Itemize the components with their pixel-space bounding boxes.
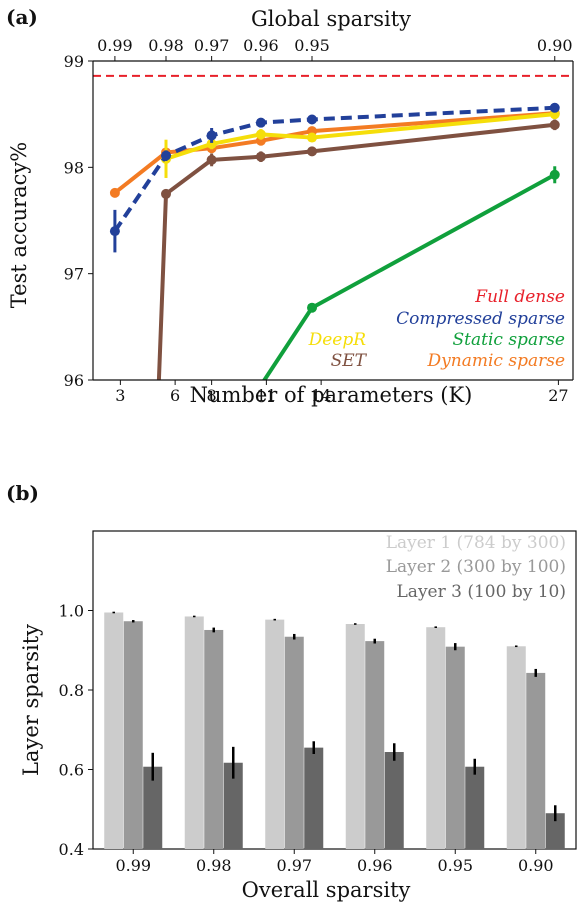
x-tick-label: 27: [548, 386, 568, 405]
compressed-sparse-point: [161, 150, 172, 161]
set-line: [156, 122, 555, 380]
deepr-point: [307, 132, 318, 143]
x-tick-label: 14: [311, 386, 331, 405]
legend-layer-3: Layer 3 (100 by 10): [397, 582, 566, 602]
compressed-sparse-point: [307, 114, 318, 125]
panel-b-plot: 0.4 0.6 0.8 1.0 0.99 0.98 0.97 0.96 0.95 0.90: [59, 530, 577, 875]
x-tick-label: 11: [256, 386, 276, 405]
top-tick-label: 0.96: [243, 36, 279, 55]
compressed-sparse-point: [206, 130, 217, 141]
deepr-line: [165, 112, 555, 161]
y-tick-label: 97: [64, 265, 84, 284]
y-tick-label: 1.0: [59, 602, 84, 621]
compressed-sparse-line: [113, 105, 555, 233]
layer-1-bar: [426, 627, 446, 849]
compressed-sparse-point: [255, 117, 266, 128]
top-tick-label: 0.98: [148, 36, 184, 55]
panel-b-y-axis-title: Layer sparsity: [19, 624, 43, 776]
set-point: [549, 119, 560, 130]
legend-compressed-sparse: Compressed sparse: [396, 309, 565, 329]
legend-deepr: DeepR: [308, 330, 367, 350]
legend-layer-2: Layer 2 (300 by 100): [386, 557, 566, 577]
deepr-point: [255, 129, 266, 140]
layer-3-bar: [465, 766, 485, 849]
layer-3-bar: [143, 766, 163, 849]
panel-a-label: (a): [6, 5, 38, 29]
panel-b-x-axis-title: Overall sparsity: [242, 878, 411, 902]
panel-a-legend: Full dense Compressed sparse DeepR Stati…: [308, 287, 565, 371]
layer-3-bar: [545, 813, 565, 849]
set-point: [161, 188, 172, 199]
panel-a-top-axis-title: Global sparsity: [251, 7, 411, 31]
layer-3-bar: [304, 747, 324, 849]
panel-b-frame: [92, 530, 577, 850]
legend-static-sparse: Static sparse: [453, 330, 565, 350]
y-tick-label: 0.6: [59, 761, 84, 780]
top-tick-label: 0.97: [194, 36, 230, 55]
legend-dynamic-sparse: Dynamic sparse: [427, 351, 565, 371]
layer-2-bar: [284, 636, 304, 849]
static-sparse-point: [307, 302, 318, 313]
dynamic-sparse-point: [109, 187, 120, 198]
layer-2-bar: [123, 621, 143, 849]
x-tick-label: 3: [115, 386, 125, 405]
static-sparse-point: [549, 169, 560, 180]
panel-a-x-axis-title: Number of parameters (K): [190, 383, 473, 407]
y-tick-label: 96: [64, 371, 84, 390]
top-tick-label: 0.95: [294, 36, 330, 55]
layer-1-bar: [506, 646, 526, 849]
layer-3-bar: [223, 762, 243, 849]
layer-2-bar: [445, 646, 465, 849]
x-tick-label: 0.97: [276, 856, 312, 875]
x-tick-label: 8: [207, 386, 217, 405]
panel-b-legend: Layer 1 (784 by 300) Layer 2 (300 by 100…: [386, 533, 566, 602]
set-point: [206, 154, 217, 165]
layer-1-bar: [104, 612, 124, 849]
compressed-sparse-point: [109, 226, 120, 237]
y-tick-label: 0.8: [59, 681, 84, 700]
panel-a-plot: 3 6 8 11 14 27 96 97 98 99 0.99 0.98 0.97 0.96 0.95 0.9…: [64, 36, 574, 405]
x-tick-label: 0.90: [518, 856, 554, 875]
layer-1-bar: [265, 619, 285, 849]
legend-set: SET: [331, 351, 368, 371]
layer-1-bar: [345, 624, 365, 849]
top-tick-label: 0.99: [97, 36, 133, 55]
x-tick-label: 0.95: [437, 856, 473, 875]
panel-a-data: [93, 74, 573, 380]
layer-2-bar: [204, 629, 224, 849]
layer-2-bar: [365, 641, 385, 849]
dynamic-sparse-line: [113, 111, 555, 195]
legend-layer-1: Layer 1 (784 by 300): [386, 533, 566, 553]
compressed-sparse-point: [549, 102, 560, 113]
layer-2-bar: [526, 672, 546, 849]
y-tick-label: 98: [64, 158, 84, 177]
layer-1-bar: [184, 616, 204, 849]
x-tick-label: 0.99: [115, 856, 151, 875]
deepr-point: [206, 138, 217, 149]
y-tick-label: 0.4: [59, 840, 84, 859]
y-tick-label: 99: [64, 52, 84, 71]
set-point: [307, 146, 318, 157]
top-tick-label: 0.90: [537, 36, 573, 55]
x-tick-label: 6: [170, 386, 180, 405]
x-tick-label: 0.98: [196, 856, 232, 875]
layer-3-bar: [384, 752, 404, 849]
x-tick-label: 0.96: [357, 856, 393, 875]
legend-full-dense: Full dense: [474, 287, 565, 307]
panel-b-label: (b): [6, 481, 39, 505]
set-point: [255, 151, 266, 162]
panel-a-y-axis-title: Test accuracy%: [7, 142, 31, 308]
